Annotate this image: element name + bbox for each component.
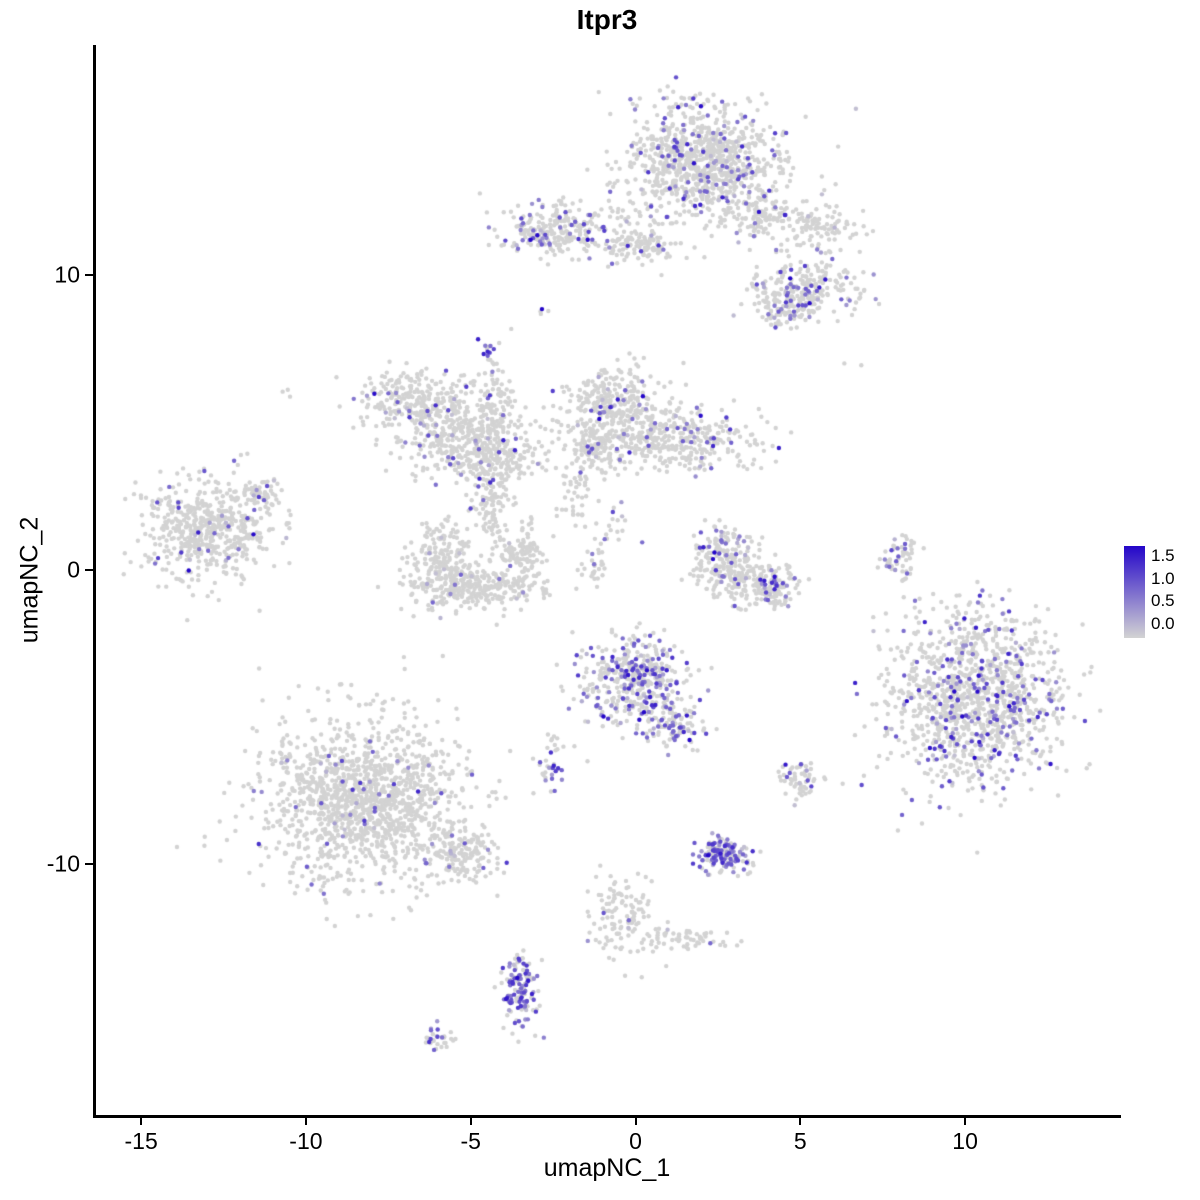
- x-axis-line: [93, 1115, 1121, 1118]
- y-tick-label: -10: [46, 850, 80, 877]
- x-tick-label: -15: [124, 1128, 158, 1154]
- legend-tick-label: 0.5: [1151, 591, 1175, 611]
- x-tick-mark: [140, 1117, 143, 1125]
- y-tick-label: 0: [67, 556, 80, 583]
- legend-tick-label: 1.5: [1151, 546, 1175, 565]
- y-tick-mark: [85, 568, 93, 571]
- x-tick-label: 5: [793, 1128, 807, 1154]
- x-tick-mark: [964, 1117, 967, 1125]
- x-axis-label: umapNC_1: [543, 1154, 671, 1182]
- y-axis-label: umapNC_2: [15, 516, 44, 644]
- y-axis-line: [93, 45, 96, 1117]
- legend-gradient-bar: [1124, 546, 1145, 638]
- x-tick-label: -10: [289, 1128, 323, 1154]
- x-tick-mark: [634, 1117, 637, 1125]
- x-tick-mark: [799, 1117, 802, 1125]
- x-tick-label: 0: [629, 1128, 642, 1154]
- legend-tick-label: 0.0: [1151, 614, 1175, 633]
- plot-title: Itpr3: [576, 4, 638, 35]
- x-tick-mark: [304, 1117, 307, 1125]
- x-tick-mark: [469, 1117, 472, 1125]
- y-tick-mark: [85, 863, 93, 866]
- y-tick-mark: [85, 273, 93, 276]
- legend-tick-label: 1.0: [1151, 568, 1175, 588]
- x-tick-label: 10: [952, 1128, 978, 1154]
- x-tick-label: -5: [460, 1128, 481, 1154]
- y-tick-label: 10: [54, 261, 80, 288]
- color-legend: 1.5 1.0 0.5 0.0: [1124, 546, 1200, 646]
